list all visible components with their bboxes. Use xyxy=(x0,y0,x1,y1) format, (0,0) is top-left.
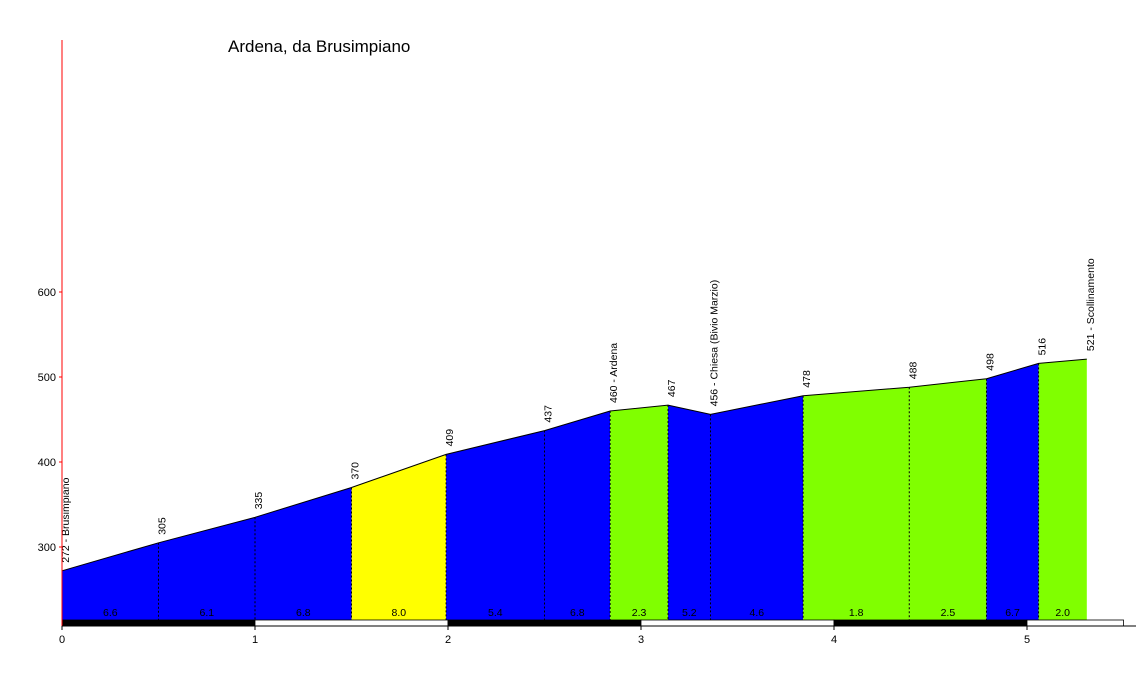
point-label: 498 xyxy=(985,353,997,371)
segment-dividers xyxy=(158,363,1040,620)
grade-label: 4.6 xyxy=(749,607,764,619)
x-tick-label: 0 xyxy=(59,634,65,646)
grade-label: 5.2 xyxy=(682,607,697,619)
grade-segment xyxy=(62,542,159,620)
grade-segment xyxy=(255,487,352,620)
grade-label: 6.7 xyxy=(1005,607,1020,619)
axes: 300 400 500 600 0 1 2 3 4 5 xyxy=(38,40,1136,646)
grade-segment xyxy=(710,395,804,620)
km-bar-segment xyxy=(447,619,642,627)
x-tick-label: 2 xyxy=(445,634,451,646)
grade-segment xyxy=(986,363,1039,620)
grade-segment xyxy=(1038,359,1087,620)
grade-labels: 6.6 6.1 6.8 8.0 5.4 6.8 2.3 5.2 4.6 1.8 2.5 6.7 2.0 xyxy=(103,607,1070,619)
km-bar-segment xyxy=(833,619,1028,627)
point-label: 467 xyxy=(666,379,678,397)
grade-segment xyxy=(803,387,910,620)
profile-outline xyxy=(61,358,1087,572)
y-tick-label: 600 xyxy=(38,287,56,299)
point-label: 478 xyxy=(801,370,813,388)
grade-segment xyxy=(351,454,447,620)
grade-segment xyxy=(668,405,711,620)
point-label: 272 - Brusimpiano xyxy=(60,477,72,562)
x-tick-label: 4 xyxy=(831,634,837,646)
km-bar-segment xyxy=(254,619,449,627)
grade-segment xyxy=(158,517,255,620)
profile-line xyxy=(61,358,1087,572)
point-label: 460 - Ardena xyxy=(608,343,620,403)
point-label: 409 xyxy=(444,429,456,447)
km-bar-segment xyxy=(61,619,256,627)
point-labels: 272 - Brusimpiano 305 335 370 409 437 460 - Ar… xyxy=(60,258,1097,563)
x-tick-label: 3 xyxy=(638,634,644,646)
grade-label: 6.1 xyxy=(199,607,214,619)
chart-title: Ardena, da Brusimpiano xyxy=(228,37,410,56)
point-label: 370 xyxy=(350,462,362,480)
y-tick-label: 400 xyxy=(38,457,56,469)
y-tick-label: 300 xyxy=(38,542,56,554)
y-tick-label: 500 xyxy=(38,372,56,384)
grade-label: 6.6 xyxy=(103,607,118,619)
grade-label: 2.5 xyxy=(941,607,956,619)
grade-segment xyxy=(909,378,987,620)
grade-label: 6.8 xyxy=(296,607,311,619)
point-label: 456 - Chiesa (Bivio Marzio) xyxy=(709,280,721,407)
km-bar-segment xyxy=(640,619,835,627)
grade-segment xyxy=(446,430,545,620)
grade-label: 2.3 xyxy=(632,607,647,619)
grade-segments xyxy=(62,359,1087,620)
point-label: 516 xyxy=(1037,338,1049,356)
grade-label: 2.0 xyxy=(1055,607,1070,619)
point-label: 305 xyxy=(157,517,169,535)
km-bar xyxy=(61,619,1124,627)
km-bar-segment xyxy=(1026,619,1124,627)
point-label: 488 xyxy=(907,362,919,380)
grade-label: 5.4 xyxy=(488,607,503,619)
x-tick-label: 5 xyxy=(1024,634,1030,646)
point-label: 437 xyxy=(543,405,555,423)
grade-label: 6.8 xyxy=(570,607,585,619)
point-label: 521 - Scollinamento xyxy=(1085,258,1097,351)
point-label: 335 xyxy=(253,492,265,510)
grade-label: 1.8 xyxy=(849,607,864,619)
x-tick-label: 1 xyxy=(252,634,258,646)
grade-segment xyxy=(610,405,669,620)
grade-segment xyxy=(544,411,611,620)
grade-label: 8.0 xyxy=(391,607,406,619)
